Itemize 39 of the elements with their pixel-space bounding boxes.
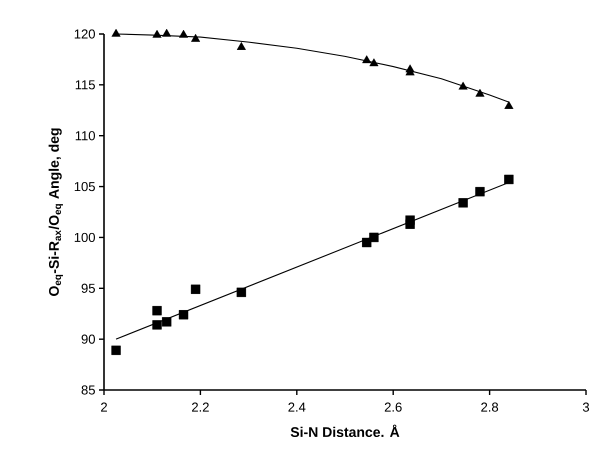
x-tick-label: 2.2 — [192, 402, 209, 412]
point — [475, 186, 485, 196]
point — [405, 215, 415, 225]
x-tick-label: 2.6 — [384, 402, 402, 412]
y-tick-label: 110 — [76, 131, 95, 140]
y-axis-title: O$_{eq}$-Si-R$_{ax}$/O$_{eq}$ Angle, deg — [48, 128, 63, 296]
x-tick-label: 3 — [582, 402, 590, 412]
point — [504, 101, 514, 109]
point — [178, 310, 188, 320]
point — [111, 346, 121, 356]
point — [162, 317, 172, 327]
x-tick-label: 2.4 — [288, 402, 306, 412]
point — [458, 82, 468, 90]
point — [236, 42, 246, 50]
point — [458, 198, 468, 208]
point — [475, 88, 484, 97]
point — [112, 28, 121, 37]
point — [162, 28, 172, 37]
point — [152, 320, 162, 330]
point — [362, 55, 372, 64]
point — [152, 30, 162, 38]
point — [504, 174, 514, 184]
x-tick-label: 2.8 — [481, 402, 498, 412]
y-tick-label: 85 — [82, 385, 95, 395]
x-axis-title: Si-N Distance. Å — [290, 424, 400, 438]
y-tick-label: 100 — [74, 232, 95, 242]
y-tick-label: 115 — [76, 80, 95, 90]
y-tick-label: 90 — [82, 334, 95, 344]
point — [369, 58, 378, 66]
point — [236, 288, 246, 298]
y-tick-label: 105 — [74, 182, 95, 192]
y-tick-label: 120 — [74, 29, 95, 39]
x-tick-label: 2 — [101, 402, 107, 412]
point — [369, 232, 379, 242]
point — [179, 30, 188, 38]
point — [152, 306, 162, 316]
point — [190, 284, 200, 294]
y-tick-label: 95 — [82, 284, 95, 293]
point — [191, 34, 200, 42]
